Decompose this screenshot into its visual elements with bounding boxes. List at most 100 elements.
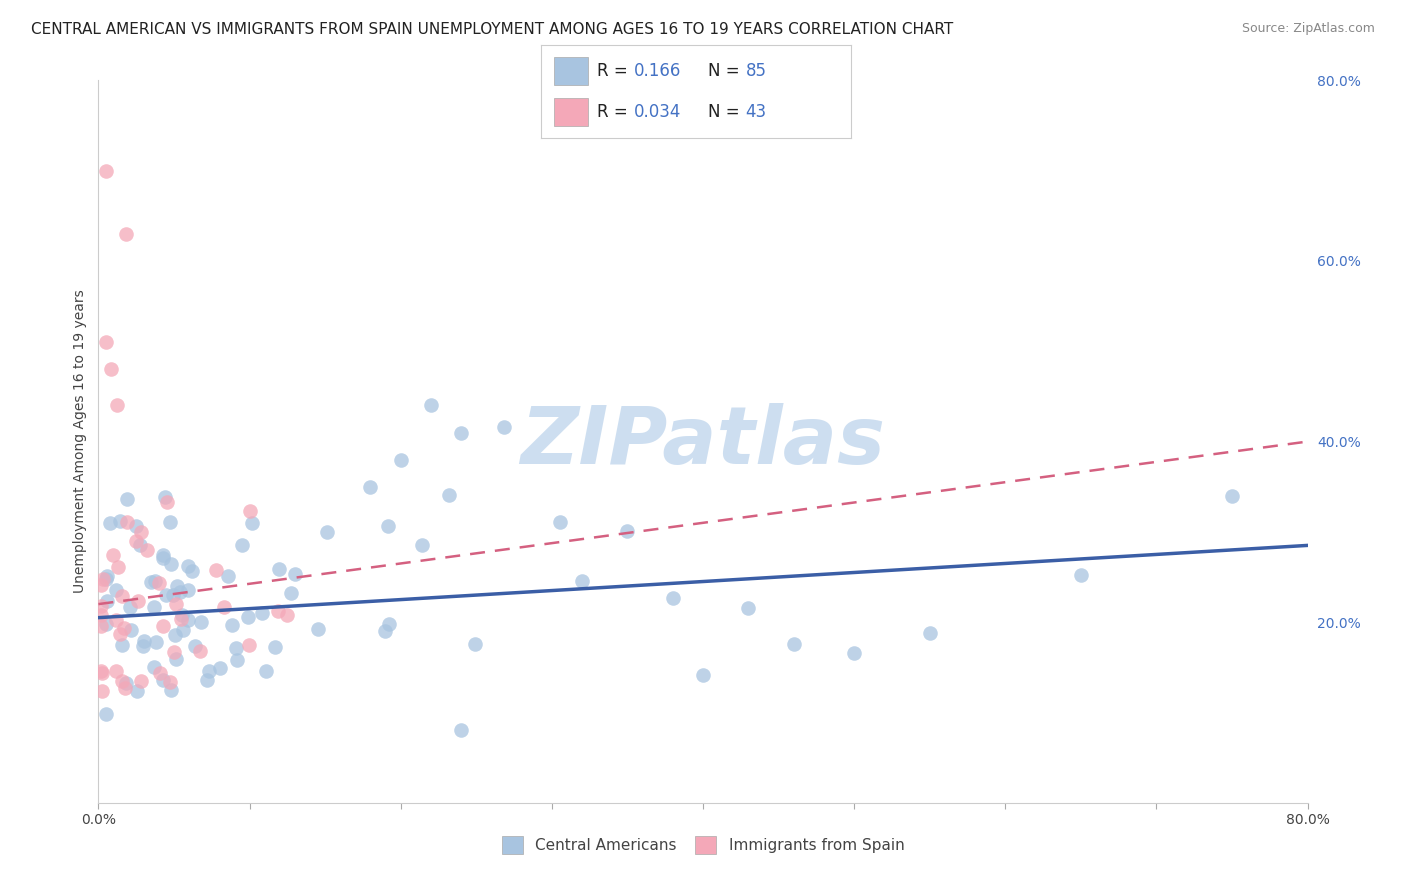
- Point: [90, 608, 112, 623]
- Point: [110, 514, 132, 528]
- Point: [420, 398, 443, 412]
- Point: [132, 634, 155, 648]
- Text: R =: R =: [598, 103, 633, 121]
- Point: [90, 599, 112, 614]
- Point: [844, 646, 866, 660]
- Point: [172, 623, 194, 637]
- Point: [183, 639, 205, 653]
- Point: [548, 515, 571, 529]
- Text: 43: 43: [745, 103, 766, 121]
- Point: [236, 610, 259, 624]
- Point: [389, 452, 412, 467]
- Point: [165, 652, 187, 666]
- Bar: [554, 57, 588, 85]
- Point: [94, 335, 117, 350]
- Point: [115, 516, 138, 530]
- Point: [411, 538, 433, 552]
- Point: [139, 574, 162, 589]
- Point: [378, 617, 401, 632]
- Point: [103, 548, 125, 562]
- Point: [111, 638, 134, 652]
- Point: [152, 673, 174, 687]
- Text: R =: R =: [598, 62, 633, 79]
- Point: [156, 495, 179, 509]
- Point: [450, 723, 472, 737]
- Point: [783, 637, 806, 651]
- Point: [111, 674, 134, 689]
- Point: [143, 660, 166, 674]
- Point: [181, 565, 204, 579]
- Point: [492, 420, 515, 434]
- Legend: Central Americans, Immigrants from Spain: Central Americans, Immigrants from Spain: [495, 830, 911, 860]
- Point: [692, 668, 714, 682]
- Point: [159, 515, 181, 529]
- Point: [160, 557, 183, 571]
- Text: CENTRAL AMERICAN VS IMMIGRANTS FROM SPAIN UNEMPLOYMENT AMONG AGES 16 TO 19 YEARS: CENTRAL AMERICAN VS IMMIGRANTS FROM SPAI…: [31, 22, 953, 37]
- Point: [276, 607, 298, 622]
- Point: [162, 589, 184, 603]
- Text: N =: N =: [709, 62, 745, 79]
- Point: [94, 617, 117, 632]
- Point: [145, 634, 167, 648]
- Point: [571, 574, 593, 589]
- Point: [264, 640, 287, 655]
- Text: N =: N =: [709, 103, 745, 121]
- Point: [284, 566, 307, 581]
- Point: [127, 594, 149, 608]
- Point: [221, 618, 243, 632]
- Point: [127, 683, 149, 698]
- Point: [94, 707, 117, 722]
- Point: [155, 588, 177, 602]
- Point: [107, 560, 129, 574]
- Text: 85: 85: [745, 62, 766, 79]
- Point: [217, 569, 239, 583]
- Point: [143, 574, 166, 589]
- Point: [94, 573, 117, 587]
- Point: [307, 622, 329, 636]
- Point: [117, 491, 139, 506]
- Point: [152, 618, 174, 632]
- Point: [661, 591, 683, 605]
- Point: [153, 490, 176, 504]
- Point: [212, 600, 235, 615]
- Point: [198, 664, 221, 678]
- Point: [225, 640, 247, 655]
- Point: [114, 227, 136, 241]
- Point: [240, 516, 263, 531]
- Point: [205, 563, 228, 577]
- Point: [148, 575, 170, 590]
- Point: [91, 683, 114, 698]
- Point: [112, 621, 135, 635]
- Point: [135, 542, 157, 557]
- Point: [90, 664, 112, 678]
- Point: [177, 559, 200, 574]
- Point: [152, 548, 174, 562]
- Point: [111, 589, 134, 603]
- Point: [450, 425, 472, 440]
- Point: [190, 615, 212, 629]
- Point: [195, 673, 218, 687]
- Point: [104, 613, 127, 627]
- Text: ZIPatlas: ZIPatlas: [520, 402, 886, 481]
- Point: [149, 665, 172, 680]
- Point: [91, 572, 114, 586]
- Point: [120, 600, 142, 615]
- Point: [166, 579, 188, 593]
- Point: [96, 568, 118, 582]
- Point: [239, 504, 262, 518]
- Point: [169, 584, 191, 599]
- Text: Source: ZipAtlas.com: Source: ZipAtlas.com: [1241, 22, 1375, 36]
- Point: [439, 488, 461, 502]
- Text: 0.166: 0.166: [634, 62, 682, 79]
- Point: [105, 398, 128, 412]
- Point: [163, 628, 186, 642]
- Point: [188, 644, 211, 658]
- Point: [377, 519, 399, 533]
- Point: [91, 666, 114, 681]
- Point: [152, 551, 174, 566]
- Point: [90, 619, 112, 633]
- Point: [238, 638, 260, 652]
- Point: [125, 519, 148, 533]
- Point: [94, 163, 117, 178]
- Bar: [554, 98, 588, 126]
